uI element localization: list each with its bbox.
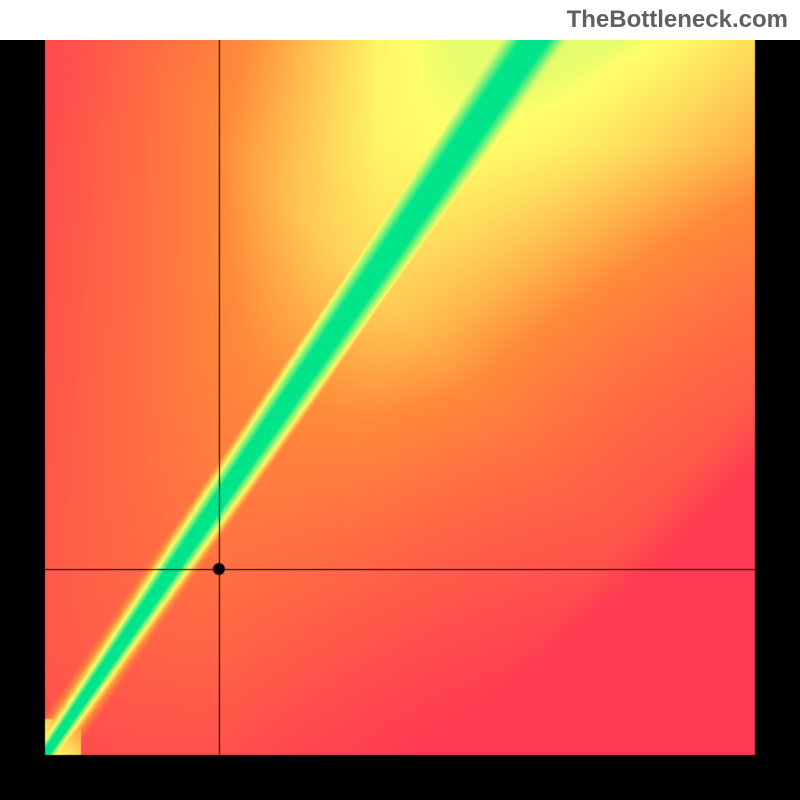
watermark-text: TheBottleneck.com	[567, 6, 788, 34]
heatmap-chart	[0, 40, 800, 800]
heatmap-canvas	[0, 40, 800, 800]
chart-container: TheBottleneck.com	[0, 0, 800, 800]
